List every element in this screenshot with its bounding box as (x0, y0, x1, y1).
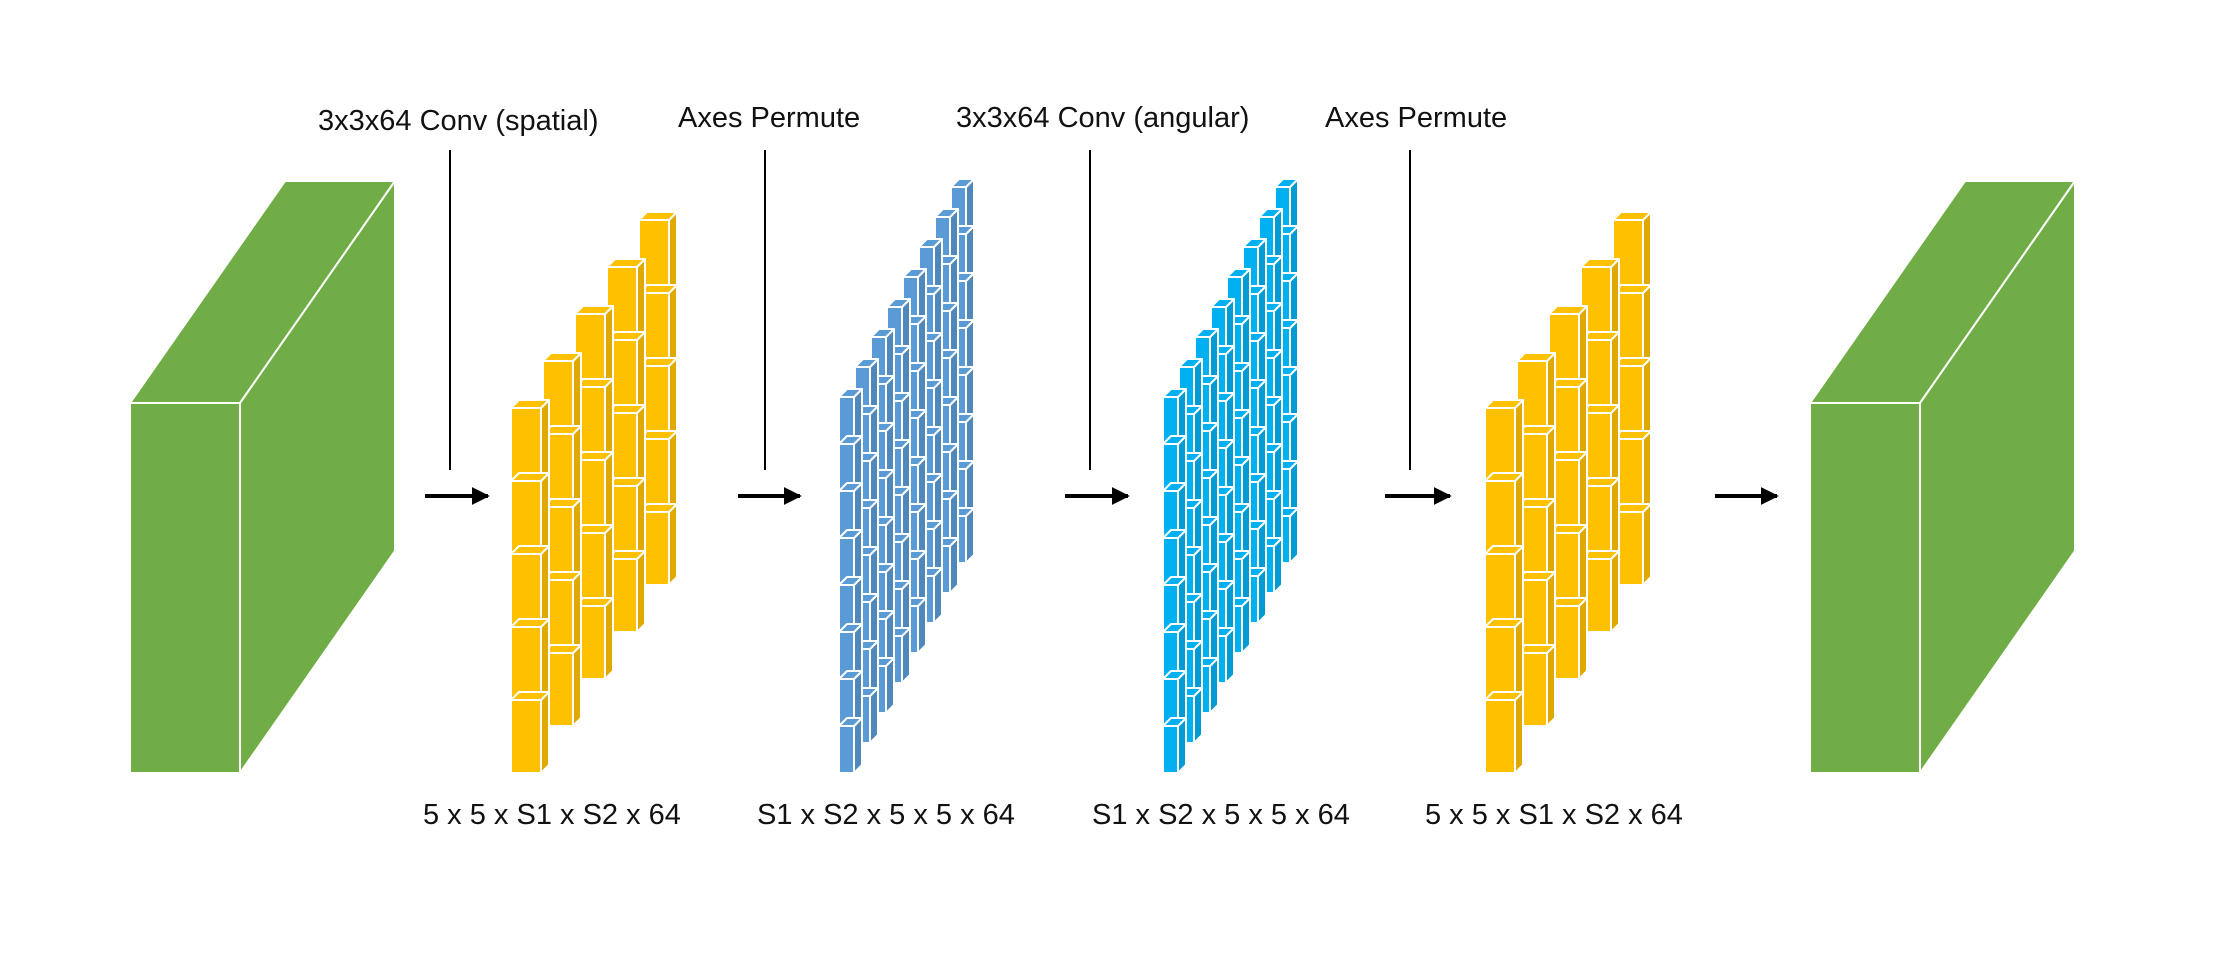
angular-grid-cube (1162, 435, 1187, 492)
restored-grid-cube (1516, 352, 1556, 435)
top-label-angular-conv: 3x3x64 Conv (angular) (956, 102, 1249, 134)
restored-grid-cube (1516, 498, 1556, 581)
spatial-grid-cube (510, 618, 550, 701)
angular-grid-cube (1162, 717, 1187, 774)
output-block (1809, 180, 2076, 774)
spatial-grid-cube (510, 545, 550, 628)
spatial-grid-cube (638, 430, 678, 513)
restored-grid-cube (1484, 399, 1524, 482)
bottom-label-spatial-shape: 5 x 5 x S1 x S2 x 64 (423, 799, 681, 831)
restored-grid-cube (1484, 545, 1524, 628)
restored-grid (1484, 211, 1652, 774)
top-label-axes-permute-1: Axes Permute (678, 102, 860, 134)
permuted-grid-cube (838, 529, 863, 586)
bottom-label-angular-shape: S1 x S2 x 5 x 5 x 64 (1092, 799, 1350, 831)
input-block-front-face (129, 402, 241, 774)
restored-grid-cube (1548, 378, 1588, 461)
restored-grid-cube (1580, 258, 1620, 341)
bottom-label-permuted-shape: S1 x S2 x 5 x 5 x 64 (757, 799, 1015, 831)
angular-grid-cube (1242, 238, 1267, 295)
spatial-grid-cube (510, 691, 550, 774)
angular-grid-cube (1162, 388, 1187, 445)
top-label-axes-permute-2: Axes Permute (1325, 102, 1507, 134)
permuted-grid-cube (838, 482, 863, 539)
spatial-grid-cube (542, 352, 582, 435)
spatial-grid-cube (510, 399, 550, 482)
permuted-grid-cube (838, 435, 863, 492)
restored-grid-cube (1484, 618, 1524, 701)
spatial-grid-cube (638, 503, 678, 586)
restored-grid-cube (1548, 597, 1588, 680)
bottom-label-restored-shape: 5 x 5 x S1 x S2 x 64 (1425, 799, 1683, 831)
spatial-grid-cube (574, 597, 614, 680)
input-block (129, 180, 396, 774)
spatial-grid-cube (606, 331, 646, 414)
permuted-grid (838, 178, 975, 774)
spatial-grid-cube (606, 477, 646, 560)
restored-grid-cube (1516, 425, 1556, 508)
permuted-grid-cube (838, 388, 863, 445)
angular-grid (1162, 178, 1299, 774)
permuted-grid-cube (838, 670, 863, 727)
spatial-grid-cube (606, 404, 646, 487)
spatial-grid (510, 211, 678, 774)
restored-grid-cube (1516, 644, 1556, 727)
restored-grid-cube (1484, 472, 1524, 555)
restored-grid-cube (1580, 550, 1620, 633)
spatial-grid-cube (510, 472, 550, 555)
spatial-grid-cube (606, 550, 646, 633)
top-label-spatial-conv: 3x3x64 Conv (spatial) (318, 105, 598, 137)
spatial-grid-cube (606, 258, 646, 341)
restored-grid-cube (1484, 691, 1524, 774)
permuted-grid-cube (838, 717, 863, 774)
restored-grid-cube (1612, 211, 1652, 294)
output-block-front-face (1809, 402, 1921, 774)
